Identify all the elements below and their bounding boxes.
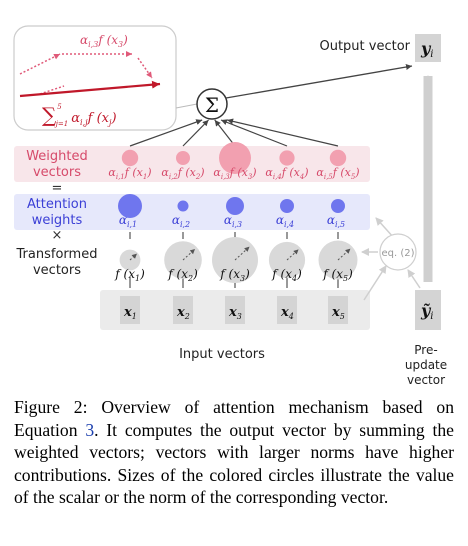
eq-label: eq. (2) [381, 248, 414, 259]
sum-arrow-1 [129, 119, 203, 147]
equation-reference[interactable]: 3 [85, 419, 95, 440]
transformed-vector-arrow-3 [234, 246, 250, 261]
eq-node [379, 233, 417, 271]
transformed-vector-arrow-2 [182, 248, 196, 261]
attention-weight-label-2: αi,2 [172, 213, 190, 229]
transformed-vector-arrow-4 [286, 249, 299, 261]
attention-weight-label-1: αi,1 [119, 213, 137, 229]
output-vector-symbol: yi [420, 39, 434, 60]
inset-box [13, 25, 177, 131]
weighted-circle-4 [279, 150, 295, 166]
attention-figure: Weighted vectors = Attention weights × T… [13, 25, 447, 387]
sum-arrow-4 [220, 119, 288, 147]
transformed-vector-label-1: f (x1) [114, 267, 145, 283]
attention-weights-label: weights [32, 213, 83, 228]
weighted-vectors-label: vectors [33, 165, 81, 180]
transformed-vector-label-2: f (x2) [167, 267, 198, 283]
transformed-vector-label-5: f (x5) [322, 267, 353, 283]
input-vector-symbol-5: x5 [331, 305, 345, 321]
attention-weight-circle-4 [280, 199, 294, 213]
inset-pink-arrow-3 [137, 57, 153, 79]
weighted-vector-label-3: αi,3f (x3) [213, 166, 256, 181]
weighted-circle-1 [121, 149, 139, 167]
weighted-vector-label-4: αi,4f (x4) [265, 166, 308, 181]
input-vector-symbol-2: x2 [176, 305, 190, 321]
times-sign: × [52, 228, 63, 243]
transformed-vector-label-3: f (x3) [219, 267, 250, 283]
transformed-vector-arrow-5 [337, 248, 351, 261]
attention-weight-label-3: αi,3 [224, 213, 242, 229]
inset-term: αi,3f (x3) [80, 33, 128, 49]
columns: x1 f (x1) αi,1 αi,1f (x1) x2 f (x2) αi,2 αi,2f … [108, 142, 360, 324]
input-vector-cell-2 [173, 296, 193, 324]
inset-sum: ∑5 j=1 αi,jf (xj) [42, 103, 117, 128]
output-vector-cell [415, 34, 441, 62]
output-vector-label: Output vector [319, 39, 410, 54]
weighted-vector-label-2: αi,2f (x2) [161, 166, 204, 181]
pre-update-line-2: update [405, 358, 447, 372]
sigma-symbol: Σ [205, 93, 219, 117]
weighted-circle-5 [329, 149, 347, 167]
input-vectors-label: Input vectors [179, 347, 265, 362]
input-vector-symbol-1: x1 [123, 305, 137, 321]
input-vector-symbol-3: x3 [228, 305, 242, 321]
attention-weight-circle-1 [118, 194, 142, 218]
input-vector-cell-5 [328, 296, 348, 324]
inset-pink-arrow-1 [19, 53, 61, 75]
input-vector-cell-4 [277, 296, 297, 324]
pre-update-vector-cell [415, 290, 441, 330]
pre-update-line-3: vector [407, 373, 445, 387]
pre-update-line-1: Pre- [414, 343, 437, 357]
sigma-node [196, 88, 228, 120]
weighted-circle-2 [176, 151, 190, 165]
inset-pink-arrow-4 [39, 85, 65, 95]
equals-sign: = [52, 181, 63, 196]
sum-arrow-2 [182, 119, 209, 147]
sum-arrow-5 [226, 118, 339, 147]
sum-arrow-3 [214, 119, 236, 147]
sum-arrows [129, 118, 339, 147]
weighted-circle-3 [219, 142, 251, 174]
transformed-label: Transformed [16, 247, 98, 262]
weighted-vector-label-1: αi,1f (x1) [108, 166, 151, 181]
input-vector-cell-3 [225, 296, 245, 324]
sigma-to-output-arrow [225, 64, 413, 99]
pre-update-to-eq-arrow [407, 269, 421, 289]
attention-weight-label-4: αi,4 [276, 213, 294, 229]
inset-sum-arrow [19, 80, 161, 98]
pre-update-vector-symbol: ỹi [420, 301, 434, 322]
input-to-eq-arrow [363, 265, 387, 301]
transformed-vectors-label: vectors [33, 263, 81, 278]
transformed-vector-label-4: f (x4) [271, 267, 302, 283]
transformed-vector-arrow-1 [129, 253, 137, 261]
attention-weight-circle-2 [177, 200, 189, 212]
figure-caption: Figure 2: Overview of attention mechanis… [14, 397, 454, 508]
eq-to-attention-arrow [375, 217, 395, 239]
input-vector-symbol-4: x4 [280, 305, 294, 321]
attention-weight-label-5: αi,5 [327, 213, 345, 229]
input-vector-cell-1 [120, 296, 140, 324]
attention-weight-circle-3 [226, 197, 244, 215]
attention-weight-circle-5 [331, 199, 345, 213]
weighted-label: Weighted [26, 149, 88, 164]
attention-label: Attention [27, 197, 87, 212]
inset-connector [175, 103, 198, 109]
weighted-vector-label-5: αi,5f (x5) [316, 166, 359, 181]
